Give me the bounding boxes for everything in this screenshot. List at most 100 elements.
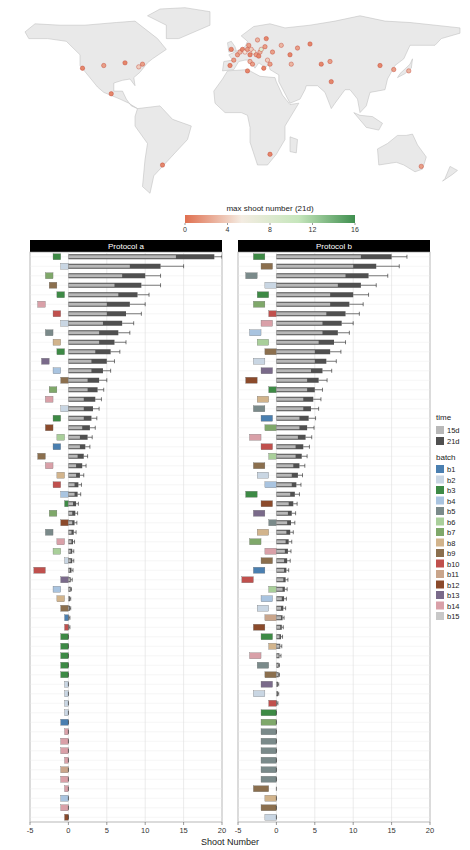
error-cap (281, 654, 282, 658)
bar-21d (276, 596, 284, 601)
batch-box (246, 491, 258, 497)
bar-15d (276, 464, 293, 467)
batch-box (250, 539, 262, 545)
bar-21d (276, 644, 280, 649)
bar-15d (276, 664, 278, 667)
bar-21d (276, 682, 278, 687)
grid-line (391, 252, 392, 822)
row-grid (238, 693, 430, 694)
colorbar-tick-label: 16 (351, 226, 359, 233)
bar-15d (68, 417, 83, 420)
error-bar (276, 768, 277, 772)
error-bar (353, 293, 368, 297)
row-grid (30, 503, 222, 504)
bar-15d (276, 540, 285, 543)
error-cap (331, 369, 332, 373)
legend-label: b5 (447, 507, 455, 516)
site-point (264, 36, 268, 40)
row-grid (30, 750, 222, 751)
batch-box (57, 434, 65, 440)
error-bar (68, 644, 69, 648)
error-cap (160, 274, 161, 278)
bar-15d (276, 702, 277, 705)
error-cap (103, 388, 104, 392)
site-point (137, 65, 141, 69)
batch-box (53, 339, 61, 345)
error-line (293, 503, 297, 504)
bar-21d (276, 739, 277, 744)
error-cap (276, 777, 277, 781)
bar-15d (276, 721, 277, 724)
error-line (299, 465, 304, 466)
bar-15d (276, 274, 345, 277)
error-cap (293, 530, 294, 534)
bar-15d (276, 597, 281, 600)
colorbar-tick-label: 12 (309, 226, 317, 233)
site-point (265, 58, 269, 62)
bar-15d (68, 664, 69, 667)
site-point (407, 69, 411, 73)
error-cap (315, 416, 316, 420)
x-tick (30, 822, 31, 825)
error-cap (68, 787, 69, 791)
bar-15d (68, 711, 69, 714)
error-line (309, 418, 316, 419)
error-line (88, 437, 93, 438)
bar-21d (68, 311, 126, 316)
bar-15d (68, 502, 73, 505)
x-axis-title: Shoot Number (201, 837, 259, 847)
bar-15d (276, 683, 278, 686)
x-tick (353, 822, 354, 825)
batch-box (261, 415, 273, 421)
land (25, 8, 460, 194)
bar-15d (276, 797, 277, 800)
row-grid (30, 380, 222, 381)
error-line (313, 399, 321, 400)
error-bar (276, 720, 277, 724)
bar-21d (68, 720, 69, 725)
bar-21d (276, 625, 281, 630)
error-bar (90, 426, 95, 430)
row-grid (30, 788, 222, 789)
site-point (228, 63, 232, 67)
legend-swatch (436, 539, 444, 547)
error-bar (279, 654, 281, 658)
error-cap (399, 264, 400, 268)
row-grid (30, 323, 222, 324)
bar-21d (276, 387, 314, 392)
x-tick-label: 0 (274, 826, 278, 835)
error-line (286, 579, 288, 580)
bar-15d (276, 692, 278, 695)
bar-21d (276, 663, 278, 668)
batch-box (250, 434, 262, 440)
legend-label: 15d (447, 426, 460, 435)
legend-swatch (436, 560, 444, 568)
error-bar (277, 692, 279, 696)
batch-box (57, 349, 65, 355)
row-grid (30, 522, 222, 523)
row-grid (30, 389, 222, 390)
error-cap (279, 663, 280, 667)
bar-21d (276, 397, 313, 402)
bar-21d (68, 729, 69, 734)
bar-21d (68, 606, 70, 611)
bar-21d (276, 606, 283, 611)
error-bar (68, 730, 69, 734)
bar-21d (68, 264, 160, 269)
row-grid (30, 703, 222, 704)
bar-15d (68, 740, 69, 743)
error-bar (282, 625, 284, 629)
error-bar (292, 511, 296, 515)
bar-21d (276, 444, 303, 449)
error-cap (340, 350, 341, 354)
error-bar (72, 559, 74, 563)
bar-21d (68, 302, 129, 307)
legend-swatch (436, 518, 444, 526)
site-point (247, 43, 251, 47)
error-cap (276, 806, 277, 810)
error-bar (141, 283, 160, 287)
error-bar (278, 673, 280, 677)
bar-21d (276, 767, 277, 772)
error-line (93, 408, 99, 409)
error-cap (68, 663, 69, 667)
